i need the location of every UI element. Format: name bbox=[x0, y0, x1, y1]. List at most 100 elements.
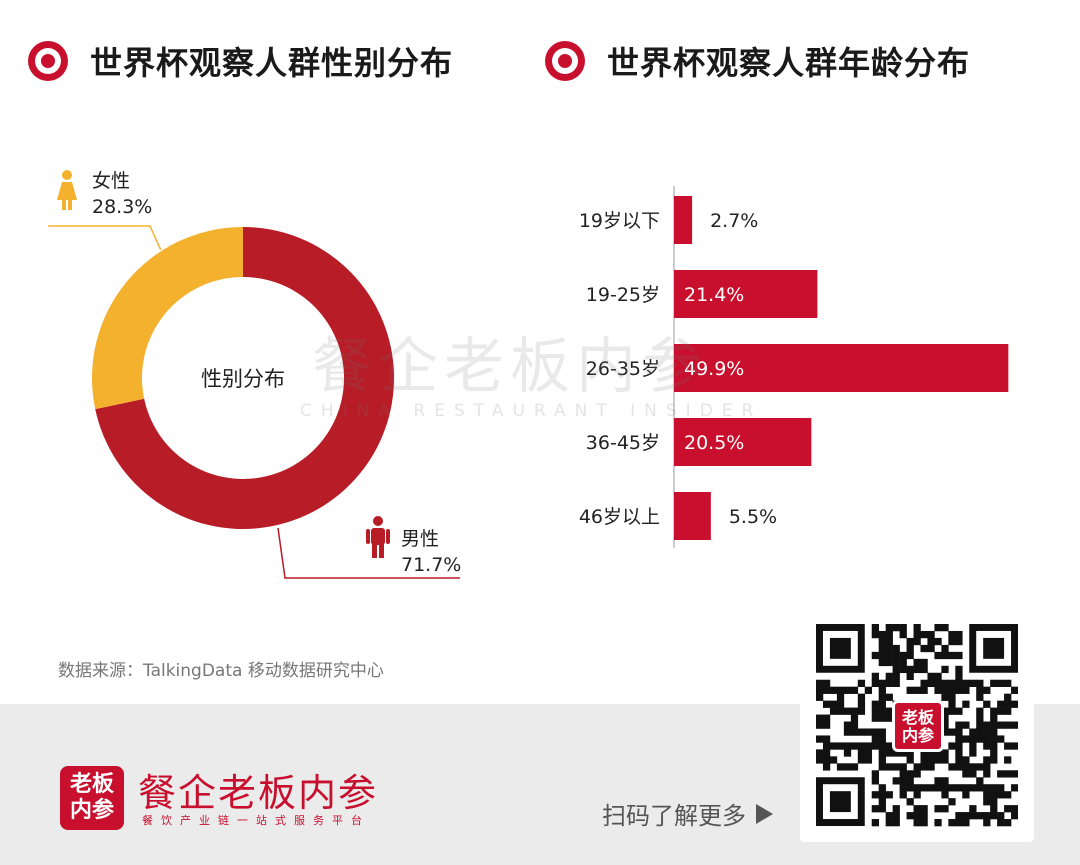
qr-module bbox=[927, 637, 935, 646]
qr-module bbox=[990, 756, 998, 764]
age-bar bbox=[674, 418, 812, 466]
qr-module bbox=[927, 756, 935, 764]
qr-module bbox=[948, 630, 956, 639]
qr-module bbox=[857, 749, 866, 757]
qr-module bbox=[976, 721, 984, 729]
male-person-icon-leg bbox=[372, 544, 377, 558]
age-category-label: 26-35岁 bbox=[586, 358, 660, 380]
qr-module bbox=[864, 728, 873, 736]
qr-module bbox=[983, 819, 991, 827]
qr-module bbox=[920, 665, 928, 674]
qr-module bbox=[885, 819, 893, 827]
qr-module bbox=[962, 700, 970, 708]
qr-module bbox=[857, 679, 866, 687]
qr-module bbox=[941, 714, 949, 722]
qr-module bbox=[892, 658, 900, 667]
qr-module bbox=[857, 728, 866, 736]
qr-module bbox=[906, 665, 914, 674]
qr-module bbox=[878, 707, 886, 715]
qr-module bbox=[878, 700, 886, 708]
qr-module bbox=[941, 805, 949, 813]
qr-module bbox=[990, 784, 998, 792]
qr-module bbox=[990, 791, 998, 799]
qr-module bbox=[955, 686, 963, 694]
qr-module bbox=[899, 763, 907, 771]
qr-module bbox=[885, 624, 893, 632]
qr-module bbox=[906, 637, 914, 646]
qr-module bbox=[836, 700, 845, 708]
qr-module bbox=[822, 742, 831, 750]
qr-module bbox=[955, 630, 963, 639]
qr-module bbox=[906, 756, 914, 764]
qr-module bbox=[885, 714, 893, 722]
age-value-label: 20.5% bbox=[684, 432, 744, 454]
qr-module bbox=[948, 742, 956, 750]
qr-module bbox=[955, 665, 963, 674]
qr-module bbox=[962, 756, 970, 764]
qr-module bbox=[878, 763, 886, 771]
qr-module bbox=[920, 784, 928, 792]
qr-module bbox=[997, 735, 1005, 743]
qr-module bbox=[948, 679, 956, 687]
female-slice-value: 28.3% bbox=[92, 196, 152, 218]
qr-module bbox=[843, 721, 852, 729]
qr-module bbox=[920, 658, 928, 667]
qr-module bbox=[927, 644, 935, 653]
qr-module bbox=[941, 749, 949, 757]
qr-module bbox=[871, 728, 879, 736]
qr-module bbox=[878, 749, 886, 757]
qr-module bbox=[990, 805, 998, 813]
qr-module bbox=[892, 763, 900, 771]
age-section-title: 世界杯观察人群年龄分布 bbox=[607, 44, 971, 82]
qr-module bbox=[927, 763, 935, 771]
qr-module bbox=[983, 686, 991, 694]
qr-module bbox=[948, 651, 956, 660]
qr-module bbox=[948, 819, 956, 827]
qr-finder bbox=[829, 637, 851, 659]
qr-module bbox=[976, 735, 984, 743]
qr-module bbox=[976, 686, 984, 694]
qr-module bbox=[850, 686, 859, 694]
qr-module bbox=[885, 742, 893, 750]
qr-module bbox=[864, 742, 873, 750]
qr-module bbox=[836, 742, 845, 750]
qr-module bbox=[906, 672, 914, 681]
qr-module bbox=[941, 756, 949, 764]
qr-module bbox=[997, 791, 1005, 799]
brand-name: 餐企老板内参 bbox=[138, 771, 379, 815]
qr-module bbox=[990, 728, 998, 736]
qr-module bbox=[899, 658, 907, 667]
qr-module bbox=[997, 770, 1005, 778]
qr-module bbox=[816, 749, 824, 757]
qr-module bbox=[857, 707, 866, 715]
qr-module bbox=[871, 819, 879, 827]
qr-module bbox=[1011, 700, 1018, 708]
qr-module bbox=[836, 686, 845, 694]
qr-module bbox=[983, 770, 991, 778]
qr-module bbox=[948, 693, 956, 701]
scan-cta-label: 扫码了解更多 bbox=[602, 802, 746, 830]
male-leader-line bbox=[277, 527, 460, 579]
qr-module bbox=[976, 714, 984, 722]
qr-module bbox=[878, 756, 886, 764]
qr-module bbox=[878, 644, 886, 653]
qr-module bbox=[892, 749, 900, 757]
qr-module bbox=[913, 784, 921, 792]
qr-module bbox=[885, 707, 893, 715]
qr-module bbox=[934, 777, 942, 785]
qr-module bbox=[850, 721, 859, 729]
age-bar-chart: 19岁以下 2.7% 19-25岁 21.4% 26-35岁 49.9% 36-45岁 20.… bbox=[579, 186, 1009, 548]
qr-module bbox=[990, 707, 998, 715]
qr-module bbox=[822, 721, 831, 729]
qr-module bbox=[990, 721, 998, 729]
qr-module bbox=[962, 735, 970, 743]
qr-module bbox=[941, 693, 949, 701]
qr-module bbox=[983, 700, 991, 708]
qr-module bbox=[976, 728, 984, 736]
qr-module bbox=[941, 651, 949, 660]
male-person-icon bbox=[366, 516, 390, 558]
qr-module bbox=[955, 735, 963, 743]
qr-module bbox=[864, 686, 873, 694]
qr-module bbox=[976, 812, 984, 820]
qr-module bbox=[955, 819, 963, 827]
